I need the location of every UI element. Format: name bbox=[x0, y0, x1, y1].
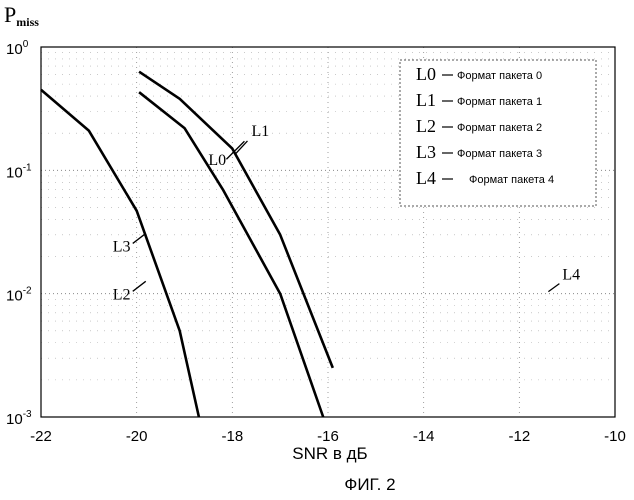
x-tick-label: -12 bbox=[508, 428, 530, 445]
x-tick-label: -14 bbox=[413, 428, 435, 445]
legend: L0 Формат пакета 0 L1 Формат пакета 1 L2 Форм… bbox=[400, 60, 596, 206]
legend-text-L4: Формат пакета 4 bbox=[469, 174, 554, 186]
y-tick-exponent: -3 bbox=[23, 409, 32, 420]
curve-label-L3: L3 bbox=[113, 238, 131, 255]
y-tick-exponent: -1 bbox=[23, 162, 32, 173]
y-tick-exponent: 0 bbox=[23, 39, 29, 50]
legend-code-L1: L1 bbox=[416, 90, 436, 110]
curve-label-L0: L0 bbox=[208, 152, 226, 169]
legend-text-L0: Формат пакета 0 bbox=[457, 70, 542, 82]
legend-text-L2: Формат пакета 2 bbox=[457, 122, 542, 134]
x-tick-label: -16 bbox=[317, 428, 339, 445]
x-tick-label: -22 bbox=[30, 428, 52, 445]
curve-label-L4: L4 bbox=[562, 267, 580, 284]
x-tick-label: -18 bbox=[221, 428, 243, 445]
y-tick-base: 10 bbox=[6, 288, 23, 305]
y-axis-label-main: P bbox=[4, 2, 16, 27]
figure-caption: ФИГ. 2 bbox=[344, 475, 395, 494]
y-tick-exponent: -2 bbox=[23, 286, 32, 297]
legend-code-L3: L3 bbox=[416, 142, 436, 162]
x-tick-label: -10 bbox=[604, 428, 626, 445]
legend-text-L1: Формат пакета 1 bbox=[457, 96, 542, 108]
curve-label-L1: L1 bbox=[251, 123, 269, 140]
y-tick-base: 10 bbox=[6, 41, 23, 58]
y-axis-label-sub: miss bbox=[16, 15, 39, 29]
y-tick-base: 10 bbox=[6, 411, 23, 428]
x-axis-label: SNR в дБ bbox=[292, 444, 367, 463]
legend-code-L4: L4 bbox=[416, 168, 436, 188]
y-tick-base: 10 bbox=[6, 164, 23, 181]
legend-code-L0: L0 bbox=[416, 64, 436, 84]
legend-text-L3: Формат пакета 3 bbox=[457, 148, 542, 160]
curve-label-L2: L2 bbox=[113, 286, 131, 303]
x-tick-label: -20 bbox=[126, 428, 148, 445]
legend-code-L2: L2 bbox=[416, 116, 436, 136]
